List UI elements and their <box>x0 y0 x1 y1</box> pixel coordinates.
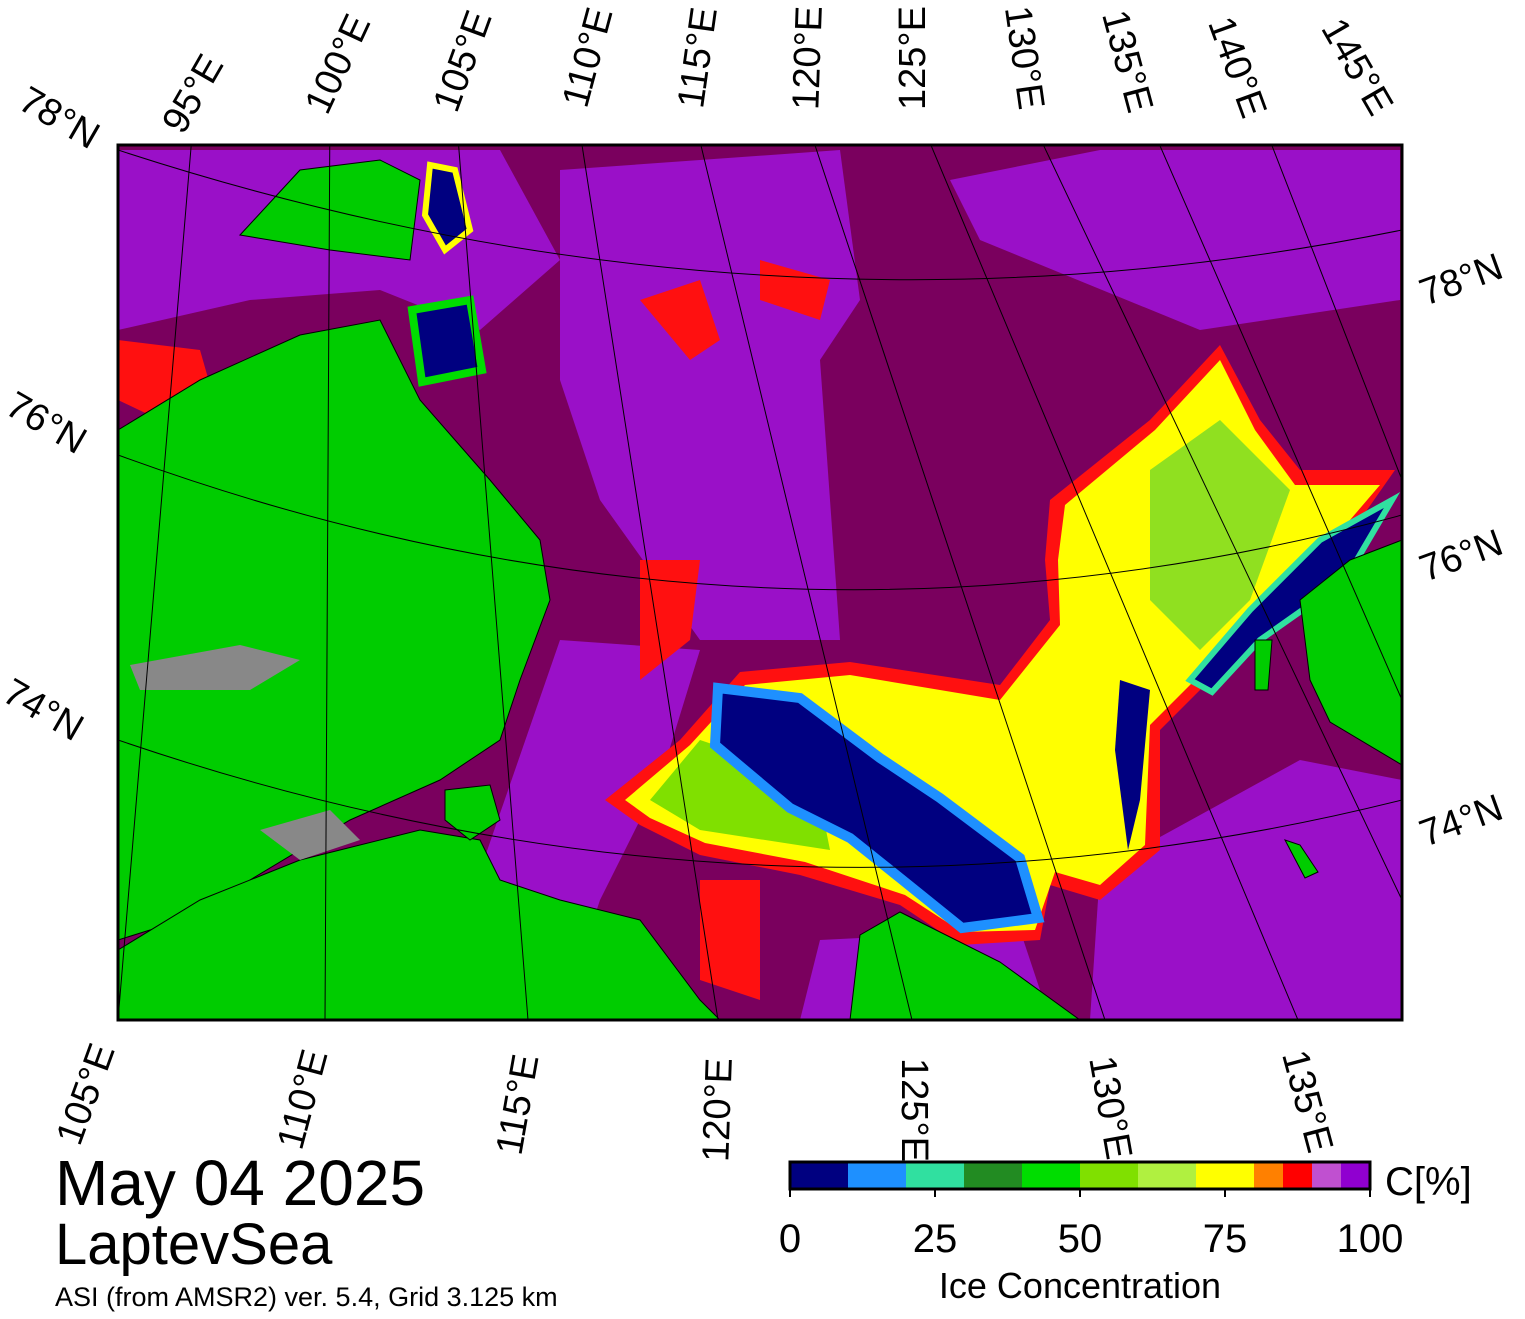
graticule-label: 115°E <box>670 5 726 111</box>
graticule-label: 130°E <box>1080 1053 1139 1163</box>
graticule-label: 105°E <box>426 5 501 117</box>
colorbar-tick-label: 50 <box>1058 1217 1103 1261</box>
colorbar-tick-label: 0 <box>779 1217 801 1261</box>
open-water-polynya <box>1185 492 1401 696</box>
colorbar-segment <box>1022 1162 1080 1189</box>
graticule-label: 100°E <box>297 8 379 120</box>
graticule-label: 110°E <box>555 3 622 112</box>
region-title: LaptevSea <box>55 1212 333 1277</box>
graticule-label: 78°N <box>1414 246 1508 315</box>
colorbar-segment <box>1312 1162 1341 1189</box>
colorbar-segment <box>906 1162 964 1189</box>
graticule-label: 125°E <box>892 6 934 110</box>
colorbar-segment <box>790 1162 848 1189</box>
colorbar-tick-label: 25 <box>913 1217 958 1261</box>
graticule-label: 120°E <box>695 1057 741 1162</box>
map-area <box>118 145 1402 1020</box>
colorbar-segment <box>1196 1162 1254 1189</box>
map-frame <box>116 143 1404 1022</box>
graticule-label: 78°N <box>12 79 107 158</box>
open-water-polynya <box>1115 680 1150 850</box>
graticule-label: 125°E <box>893 1058 935 1162</box>
colorbar-segment <box>1138 1162 1196 1189</box>
colorbar-segment <box>1254 1162 1283 1189</box>
open-water-polynya <box>407 295 487 387</box>
source-note: ASI (from AMSR2) ver. 5.4, Grid 3.125 km <box>55 1282 558 1312</box>
graticule-label: 95°E <box>154 48 232 141</box>
colorbar-segment <box>1080 1162 1138 1189</box>
graticule-label: 140°E <box>1199 11 1274 123</box>
colorbar-segment <box>1341 1162 1370 1189</box>
graticule-label: 74°N <box>1414 787 1508 856</box>
graticule-label: 74°N <box>0 671 90 750</box>
graticule-label: 76°N <box>0 384 93 463</box>
graticule-label: 76°N <box>1414 522 1508 591</box>
graticule-label: 130°E <box>996 3 1052 112</box>
graticule-label: 110°E <box>270 1045 337 1154</box>
open-water-polynya <box>421 161 474 255</box>
colorbar-label: Ice Concentration <box>939 1265 1221 1306</box>
pack-ice-green <box>1150 420 1290 650</box>
date-title: May 04 2025 <box>55 1147 425 1219</box>
graticule-label: 145°E <box>1313 12 1401 123</box>
colorbar-unit: C[%] <box>1385 1160 1472 1204</box>
graticule-label: 105°E <box>49 1038 124 1150</box>
colorbar-segment <box>848 1162 906 1189</box>
graticule-label: 115°E <box>489 1051 548 1158</box>
colorbar-tick-label: 100 <box>1337 1217 1404 1261</box>
land-ice <box>130 645 360 860</box>
colorbar-tick-label: 75 <box>1203 1217 1248 1261</box>
pack-ice-green <box>650 740 830 850</box>
graticule-label: 120°E <box>785 5 831 110</box>
colorbar: 0 25 50 75 100 C[%] Ice Concentration <box>779 1160 1472 1306</box>
colorbar-segment <box>964 1162 1022 1189</box>
colorbar-segment <box>1283 1162 1312 1189</box>
open-water-polynya <box>709 682 1045 934</box>
graticule <box>118 145 1402 1020</box>
graticule-label: 135°E <box>1093 6 1160 117</box>
graticule-label: 135°E <box>1273 1046 1340 1157</box>
